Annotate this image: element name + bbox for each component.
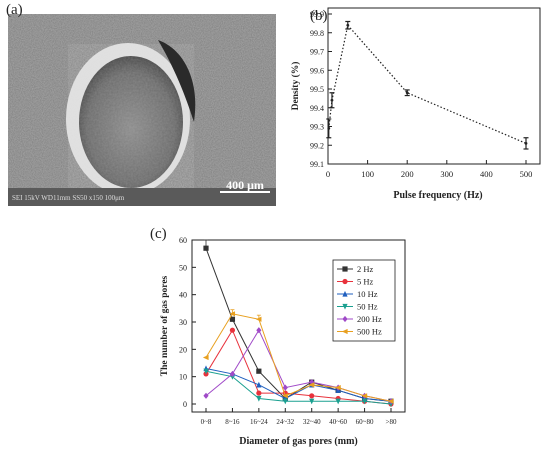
x-tick-label: 16~24 (250, 418, 268, 426)
data-point (346, 23, 350, 27)
x-tick-label: 0 (326, 169, 330, 179)
panel-label-a: (a) (6, 2, 23, 18)
legend-label: 200 Hz (357, 314, 382, 324)
data-point (229, 327, 236, 333)
data-point (335, 398, 341, 405)
y-tick-label: 99.8 (310, 29, 324, 38)
y-axis-label: The number of gas pores (160, 275, 170, 376)
scale-bar-label: 400 μm (226, 178, 264, 192)
legend-marker (341, 328, 348, 335)
y-tick-label: 99.6 (310, 66, 324, 75)
panel-label-b: (b) (310, 8, 328, 24)
y-tick-label: 30 (179, 318, 187, 327)
density-chart: (b) 99.1 99.2 99.3 99.4 99.5 99.6 99.7 99.8 99.9 0… (290, 7, 541, 201)
x-tick-label: 300 (440, 169, 453, 179)
x-tick-label: 8~16 (225, 418, 240, 426)
y-tick-label: 60 (179, 236, 187, 245)
series-line (205, 367, 392, 402)
data-point (308, 382, 315, 388)
plot-frame (191, 239, 406, 413)
data-point (335, 385, 341, 391)
y-tick-label: 20 (179, 345, 187, 354)
x-tick-label: >80 (386, 418, 397, 426)
x-tick-label: 24~32 (276, 418, 294, 426)
data-point (256, 390, 262, 396)
legend-marker (342, 315, 348, 323)
sem-image: SEI 15kV WD11mm SS50 x150 100μm 400 μm (8, 14, 276, 206)
legend-label: 5 Hz (357, 277, 374, 287)
sem-micrograph: SEI 15kV WD11mm SS50 x150 100μm 400 μm (8, 14, 276, 206)
x-tick-label: 60~80 (356, 418, 374, 426)
data-point (361, 398, 368, 405)
x-axis-label: Pulse frequency (Hz) (393, 190, 482, 201)
legend-label: 10 Hz (357, 289, 378, 299)
data-point (256, 381, 262, 388)
x-tick-label: 100 (361, 169, 374, 179)
panel-label-c: (c) (150, 226, 167, 242)
x-tick-label: 32~40 (303, 418, 321, 426)
y-tick-label: 99.7 (310, 48, 324, 57)
y-tick-label: 99.5 (310, 85, 324, 94)
sem-info-text: SEI 15kV WD11mm SS50 x150 100μm (12, 194, 125, 202)
data-point (327, 126, 331, 130)
data-point (524, 141, 528, 145)
data-point (282, 398, 288, 405)
x-tick-label: 40~60 (329, 418, 347, 426)
data-point (282, 393, 288, 399)
density-line (328, 23, 527, 144)
data-point (309, 393, 315, 399)
legend-marker (342, 290, 348, 297)
series-line (205, 370, 392, 405)
y-tick-label: 99.9 (310, 10, 324, 19)
series-5-hz (203, 327, 394, 407)
y-tick-label: 99.1 (310, 160, 324, 169)
x-tick-label: 400 (480, 169, 493, 179)
y-tick-label: 40 (179, 291, 187, 300)
legend-marker (342, 278, 348, 285)
y-tick-label: 99.4 (310, 104, 324, 113)
data-point (202, 354, 209, 361)
pore-count-chart: (c) 0 10 20 30 40 50 60 0~8 8~16 16~24 24~32 32~40 40… (150, 226, 406, 447)
data-point (203, 368, 209, 375)
data-point (309, 398, 315, 405)
y-tick-label: 0 (183, 400, 187, 409)
x-tick-label: 200 (401, 169, 414, 179)
legend-marker (342, 303, 348, 310)
data-point (256, 395, 262, 402)
y-tick-label: 99.2 (310, 141, 324, 150)
data-point (203, 392, 209, 399)
data-point (361, 393, 368, 399)
x-tick-label: 500 (520, 169, 533, 179)
data-point (203, 245, 209, 251)
y-tick-label: 10 (179, 373, 187, 382)
x-tick-label: 0~8 (201, 418, 212, 426)
y-axis-label: Density (%) (290, 62, 301, 111)
y-tick-label: 99.3 (310, 123, 324, 132)
data-point (330, 98, 334, 102)
legend-label: 50 Hz (357, 302, 378, 312)
legend-marker (342, 266, 348, 272)
data-point (229, 316, 236, 322)
data-point (387, 398, 394, 404)
series-line (205, 313, 392, 402)
data-point (405, 91, 409, 95)
legend-box (332, 259, 396, 342)
x-axis-label: Diameter of gas pores (mm) (239, 436, 358, 447)
plot-frame (327, 7, 541, 165)
legend-label: 2 Hz (357, 264, 374, 274)
legend-label: 500 Hz (357, 327, 382, 337)
data-point (256, 368, 262, 374)
y-tick-label: 50 (179, 263, 187, 272)
